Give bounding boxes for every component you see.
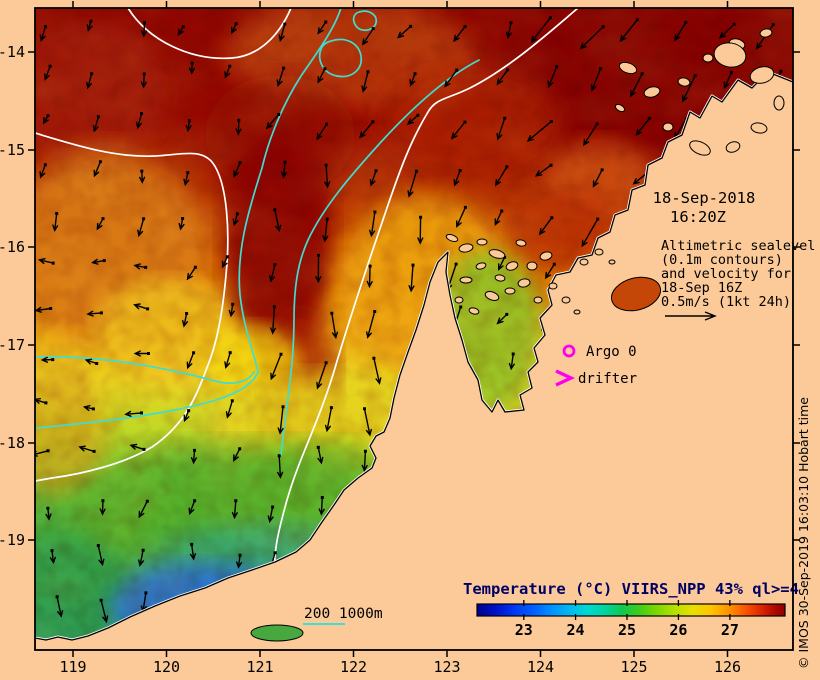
x-tick-label: 125 — [620, 658, 647, 676]
colorbar-tick-label: 24 — [567, 621, 585, 639]
island — [594, 248, 604, 256]
island — [504, 287, 516, 295]
island — [517, 278, 531, 288]
y-tick-label: -17 — [0, 336, 25, 354]
drifter-chevron-icon — [555, 369, 576, 387]
island — [539, 251, 553, 261]
island — [662, 122, 674, 132]
bathymetry-contours — [35, 8, 480, 456]
island — [454, 296, 464, 304]
watermark: © IMOS 30-Sep-2019 16:03:10 Hobart time — [796, 397, 811, 669]
drifter-marker: drifter — [555, 369, 637, 387]
island — [475, 262, 487, 270]
island — [749, 66, 775, 84]
legend-line-2: (0.1m contours) — [661, 252, 783, 268]
island — [484, 291, 500, 301]
drifter-label: drifter — [578, 371, 637, 387]
islands — [445, 28, 785, 315]
legend-line-1: Altimetric sealevel — [661, 238, 815, 254]
y-tick-label: -16 — [0, 238, 25, 256]
depth-legend-label: 200 1000m — [304, 606, 383, 622]
island — [468, 307, 480, 315]
sst-field — [35, 8, 793, 650]
island — [458, 243, 474, 253]
island — [505, 261, 519, 271]
legend-line-4: 18-Sep 16Z — [661, 280, 742, 296]
colorbar-tick-label: 26 — [669, 621, 687, 639]
colorbar-tick-label: 27 — [721, 621, 739, 639]
island — [526, 261, 538, 271]
colorbar-title: Temperature (°C) VIIRS_NPP 43% ql>=4 — [463, 580, 799, 598]
island — [677, 77, 691, 87]
island — [561, 296, 571, 304]
legend-block: Altimetric sealevel (0.1m contours) and … — [661, 238, 815, 321]
island — [515, 239, 527, 247]
island — [725, 141, 741, 153]
argo-label: Argo 0 — [586, 344, 637, 360]
argo-marker: Argo 0 — [562, 344, 637, 360]
x-tick-label: 121 — [246, 658, 273, 676]
colorbar-gradient-bar — [476, 603, 786, 617]
island — [689, 140, 711, 156]
land — [35, 28, 793, 650]
coastal-bay-water — [610, 276, 662, 312]
velocity-arrows — [35, 16, 792, 650]
datetime-block: 18-Sep-2018 16:20Z — [653, 189, 756, 226]
x-tick-label: 126 — [714, 658, 741, 676]
y-tick-label: -15 — [0, 141, 25, 159]
island — [618, 61, 638, 75]
colorbar-tick-label: 23 — [515, 621, 533, 639]
x-tick-label: 123 — [433, 658, 460, 676]
island — [533, 296, 543, 304]
x-tick-label: 120 — [153, 658, 180, 676]
island — [608, 259, 616, 265]
plot-border — [34, 7, 794, 651]
island — [548, 282, 558, 290]
velocity-arrow-lines — [35, 16, 792, 650]
valid-time: 16:20Z — [670, 208, 726, 226]
valid-date: 18-Sep-2018 — [653, 189, 756, 207]
coastline — [35, 71, 793, 650]
colorbar-tick-label: 25 — [618, 621, 636, 639]
x-tick-label: 124 — [527, 658, 554, 676]
island — [773, 95, 785, 111]
island — [614, 103, 626, 113]
legend-line-3: and velocity for — [661, 266, 791, 282]
island — [579, 258, 589, 266]
legend-line-5: 0.5m/s (1kt 24h) — [661, 294, 791, 310]
colorbar: Temperature (°C) VIIRS_NPP 43% ql>=4 23 2… — [463, 580, 799, 639]
y-tick-label: -18 — [0, 434, 25, 452]
y-tick-label: -14 — [0, 43, 25, 61]
sealevel-contours — [35, 8, 579, 591]
island — [750, 122, 768, 134]
colorbar-ticks: 23 24 25 26 27 — [515, 600, 739, 639]
island — [702, 53, 714, 63]
island — [643, 86, 661, 98]
island — [459, 276, 473, 284]
axes: 119 120 121 122 123 124 125 126 -14 -15 -16 -17 -18 -… — [0, 1, 800, 676]
island — [494, 274, 506, 282]
argo-circle-icon — [562, 344, 576, 358]
island — [573, 309, 581, 315]
coastal-inlet-water — [250, 624, 304, 642]
y-tick-label: -19 — [0, 531, 25, 549]
island — [713, 42, 747, 68]
island — [488, 249, 506, 259]
island — [445, 234, 459, 242]
x-tick-label: 119 — [59, 658, 86, 676]
island — [476, 238, 488, 246]
island — [759, 28, 773, 38]
x-tick-label: 122 — [340, 658, 367, 676]
depth-legend: 200 1000m — [303, 606, 383, 625]
velocity-scale-arrow-icon — [665, 311, 717, 321]
